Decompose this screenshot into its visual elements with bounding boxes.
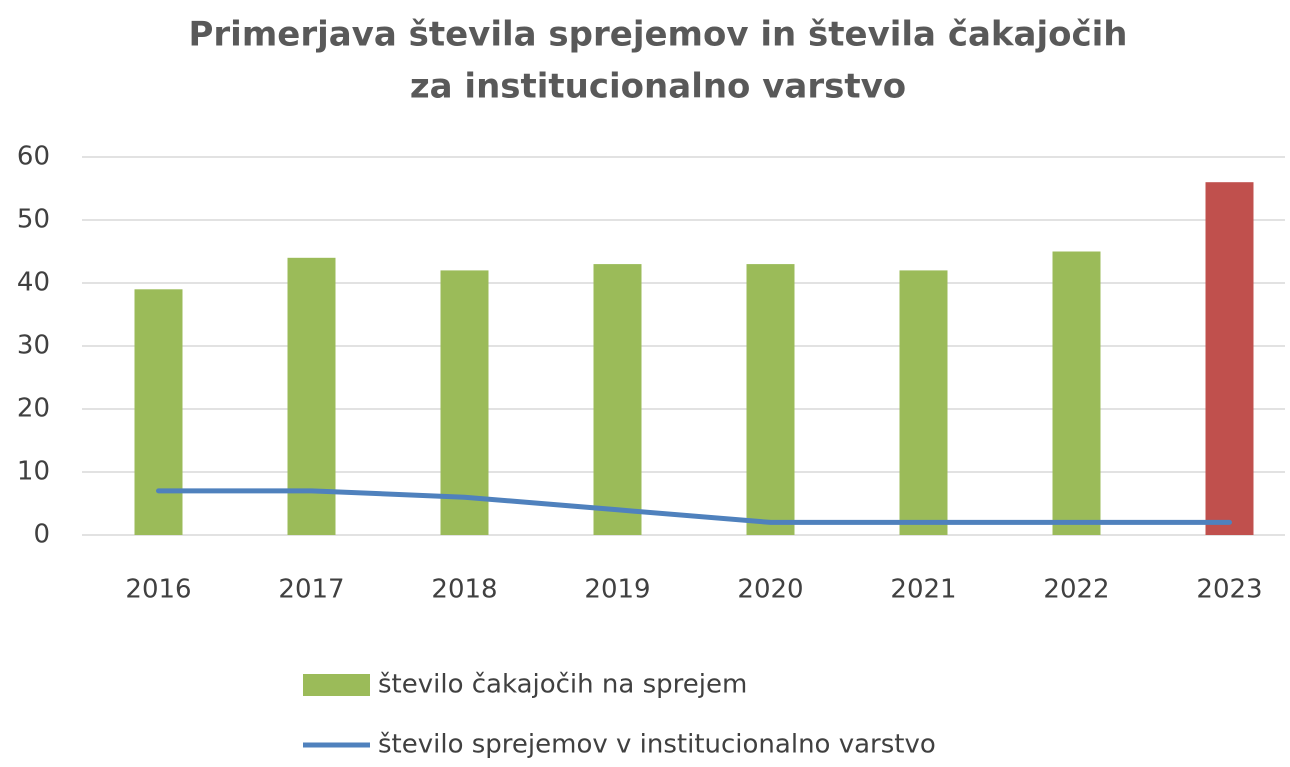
bar <box>593 264 642 535</box>
bar <box>1052 251 1101 535</box>
y-tick-label: 60 <box>17 142 50 172</box>
x-tick-label: 2016 <box>125 575 191 605</box>
y-tick-label: 50 <box>17 205 50 235</box>
y-tick-label: 30 <box>17 331 50 361</box>
y-tick-label: 0 <box>33 520 50 550</box>
bar <box>899 270 948 535</box>
legend-label: število čakajočih na sprejem <box>378 670 747 700</box>
x-tick-label: 2018 <box>431 575 497 605</box>
x-tick-label: 2020 <box>737 575 803 605</box>
y-tick-label: 20 <box>17 394 50 424</box>
x-tick-label: 2019 <box>584 575 650 605</box>
bar <box>440 270 489 535</box>
bar <box>1205 182 1254 535</box>
chart-title: za institucionalno varstvo <box>410 67 906 107</box>
y-tick-label: 40 <box>17 268 50 298</box>
y-tick-label: 10 <box>17 457 50 487</box>
bar <box>134 289 183 535</box>
x-tick-label: 2021 <box>890 575 956 605</box>
x-tick-label: 2017 <box>278 575 344 605</box>
line <box>156 488 1232 525</box>
legend-label: število sprejemov v institucionalno vars… <box>378 730 936 760</box>
x-tick-label: 2022 <box>1043 575 1109 605</box>
x-tick-label: 2023 <box>1196 575 1262 605</box>
legend-swatch <box>303 674 370 696</box>
chart-title: Primerjava števila sprejemov in števila … <box>188 15 1127 55</box>
bar <box>746 264 795 535</box>
